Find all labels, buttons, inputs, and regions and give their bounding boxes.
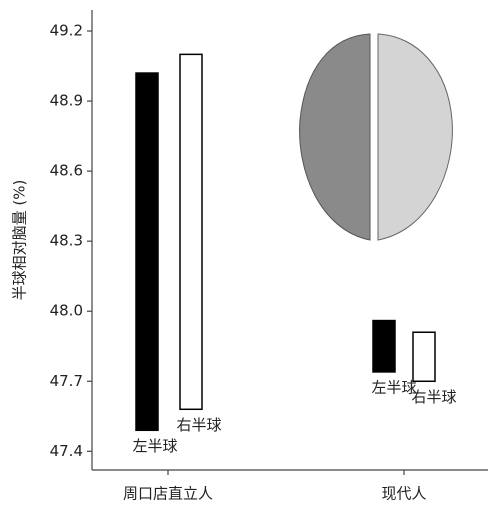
y-tick-label: 48.3: [50, 232, 83, 250]
bar: [413, 332, 435, 381]
y-tick-label: 48.9: [50, 92, 83, 110]
bar-label: 右半球: [411, 388, 456, 406]
skull-image: [300, 34, 453, 240]
x-tick-label: 现代人: [381, 485, 426, 503]
chart: 半球相对脑量 (%) 47.4 47.7 48.0 48.3 48.6 48.9 49.2 周…: [0, 0, 494, 509]
y-tick-label: 47.4: [50, 442, 83, 460]
bar: [136, 73, 158, 430]
bar: [180, 54, 202, 409]
bar: [373, 321, 395, 372]
bar-label: 左半球: [371, 378, 416, 396]
bar-label: 右半球: [176, 416, 221, 434]
y-tick-label: 48.6: [50, 162, 83, 180]
y-tick-label: 48.0: [50, 302, 83, 320]
y-axis-label: 半球相对脑量 (%): [11, 180, 29, 301]
bar-label: 左半球: [132, 437, 177, 455]
y-tick-label: 49.2: [50, 22, 83, 40]
x-tick-label: 周口店直立人: [123, 485, 213, 503]
y-tick-label: 47.7: [50, 372, 83, 390]
